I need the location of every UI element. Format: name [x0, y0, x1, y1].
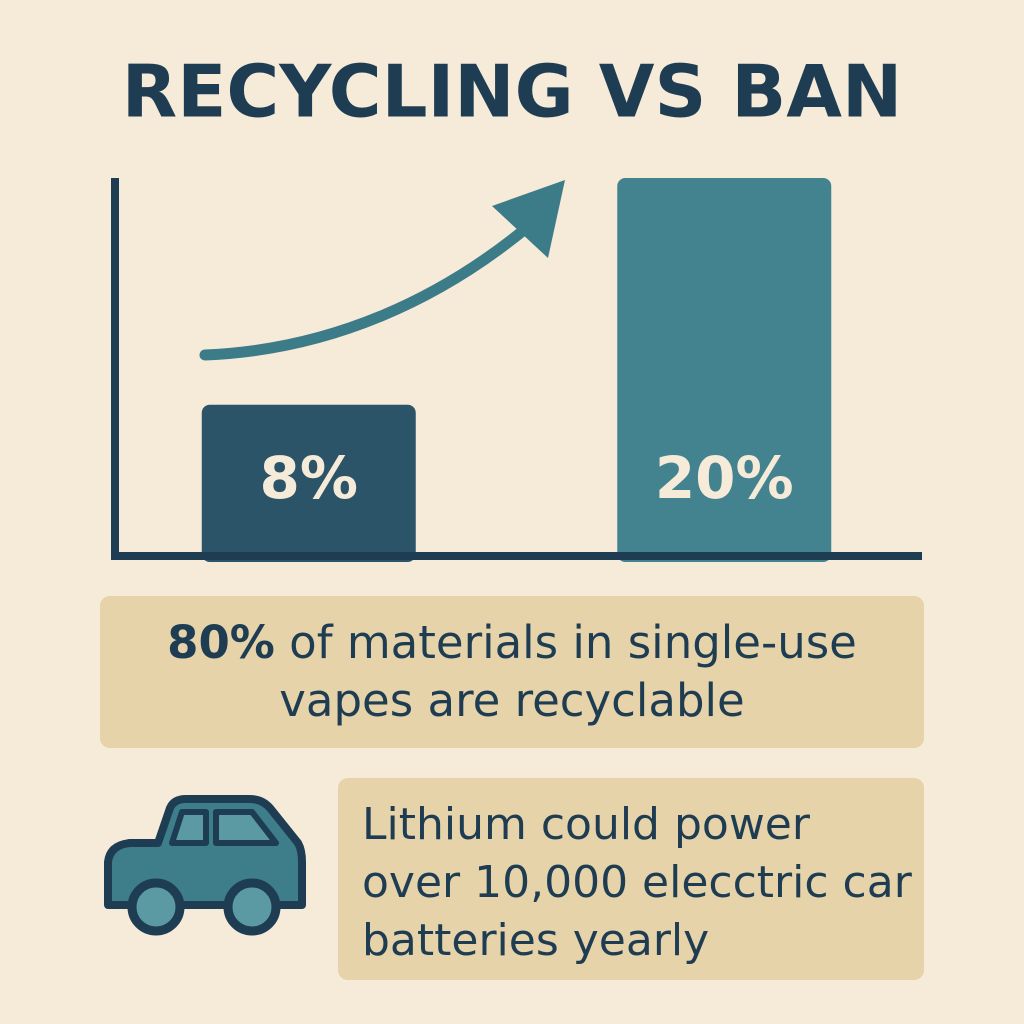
bar-value-label: 20% [655, 444, 794, 512]
fact-emphasis: 80% [167, 616, 275, 669]
car-icon [104, 795, 306, 936]
fact-text: 80% of materials in single-use vapes are… [117, 614, 907, 730]
fact-box: 80% of materials in single-use vapes are… [100, 596, 924, 748]
chart-title: RECYCLING VS BAN [122, 50, 902, 134]
trend-arrow [199, 219, 536, 361]
fact-box: Lithium could power over 10,000 elecctri… [338, 778, 924, 980]
trend-arrow-head [492, 180, 565, 258]
bar [617, 178, 832, 562]
fact-text: Lithium could power over 10,000 elecctri… [362, 799, 912, 966]
fact-rest: of materials in single-use vapes are rec… [274, 616, 857, 727]
bar [201, 404, 416, 562]
bar-value-label: 8% [260, 444, 358, 512]
